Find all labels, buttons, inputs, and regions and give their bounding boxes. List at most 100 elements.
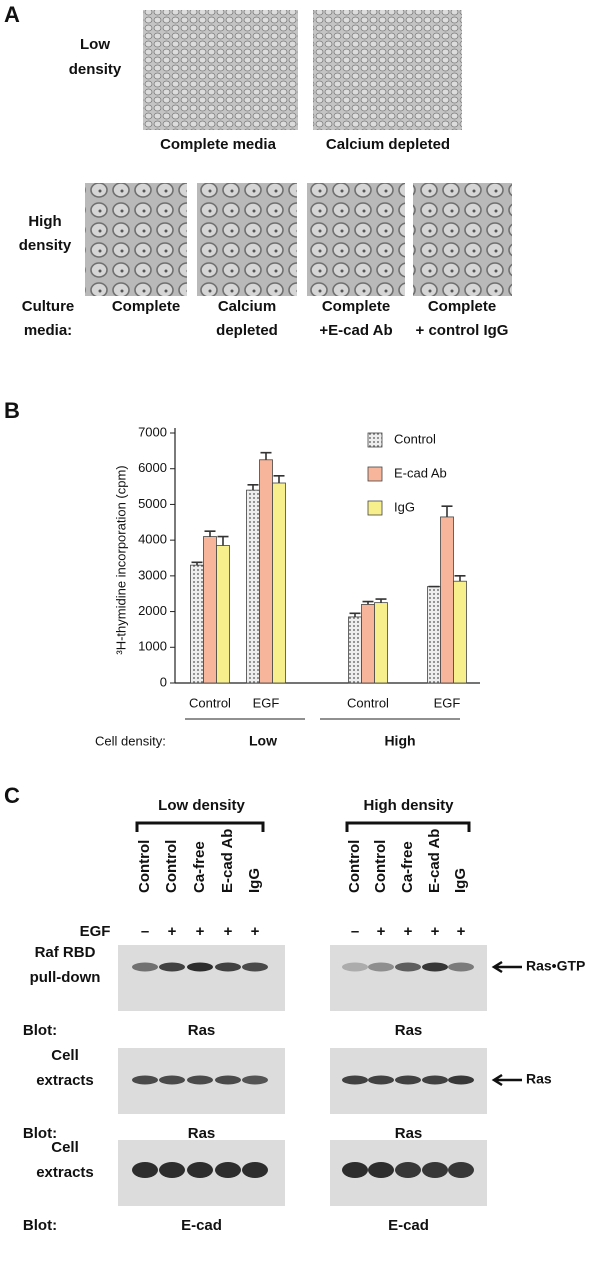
bar (427, 586, 441, 684)
error-bar (441, 505, 453, 517)
treatment-sign: + (196, 923, 205, 940)
band (368, 962, 394, 972)
blot-antibody: Ras (188, 1022, 216, 1039)
treatment-label: EGF (80, 923, 111, 940)
panel-label: C (4, 783, 20, 808)
bar (259, 459, 273, 684)
band (395, 1075, 421, 1085)
lane-label: Ca-free (399, 841, 416, 893)
row-label: media: (24, 322, 72, 339)
band (422, 1075, 448, 1085)
column-header: High density (363, 797, 454, 814)
y-tick-label: 4000 (138, 532, 167, 547)
band (342, 1075, 368, 1085)
band (187, 962, 213, 972)
x-tick-label: Control (347, 695, 389, 710)
caption: Complete (112, 298, 180, 315)
micrograph (307, 183, 405, 296)
blot-label: Blot: (23, 1022, 57, 1039)
arrow (491, 1073, 522, 1087)
legend-swatch (367, 432, 383, 448)
band (395, 1162, 421, 1178)
micrograph (197, 183, 297, 296)
row-label: Raf RBD (35, 944, 96, 961)
y-tick-label: 7000 (138, 424, 167, 439)
x-tick-label: EGF (253, 695, 280, 710)
row-label: Culture (22, 298, 75, 315)
legend-swatch (367, 500, 383, 516)
lane-label: IgG (246, 868, 263, 893)
blot-antibody: Ras (395, 1022, 423, 1039)
error-bar (349, 612, 361, 617)
row-label: extracts (36, 1164, 94, 1181)
band (215, 962, 241, 972)
y-tick-label: 3000 (138, 567, 167, 582)
y-tick-label: 0 (160, 674, 167, 689)
band (448, 1075, 474, 1085)
bar (272, 482, 286, 684)
y-tick-label: 1000 (138, 639, 167, 654)
band (132, 962, 158, 972)
blot-antibody: E-cad (388, 1217, 429, 1234)
bracket (345, 821, 471, 832)
band (422, 962, 448, 972)
micrograph (413, 183, 512, 296)
blot-antibody: Ras (395, 1125, 423, 1142)
group-title: Cell density: (95, 733, 166, 748)
error-bar (191, 561, 203, 566)
x-tick-label: Control (189, 695, 231, 710)
blot-antibody: E-cad (181, 1217, 222, 1234)
blot-label: Blot: (23, 1217, 57, 1234)
error-bar (217, 535, 229, 546)
bar (216, 545, 230, 684)
bar (361, 604, 375, 684)
y-tick-label: 5000 (138, 496, 167, 511)
band (342, 962, 368, 972)
band (159, 1162, 185, 1178)
caption: depleted (216, 322, 278, 339)
treatment-sign: + (251, 923, 260, 940)
caption: Complete (322, 298, 390, 315)
band (187, 1075, 213, 1085)
legend-label: E-cad Ab (394, 465, 447, 480)
band (215, 1075, 241, 1085)
bar (453, 580, 467, 684)
row-label: density (69, 61, 122, 78)
row-label: density (19, 237, 72, 254)
lane-label: Ca-free (191, 841, 208, 893)
treatment-sign: + (457, 923, 466, 940)
band (422, 1162, 448, 1178)
y-axis-label: ³H-thymidine incorporation (cpm) (113, 465, 128, 654)
band (132, 1075, 158, 1085)
blot (330, 945, 487, 1011)
caption: Complete (428, 298, 496, 315)
treatment-sign: – (351, 923, 359, 940)
lane-label: Control (346, 840, 363, 893)
error-bar (247, 483, 259, 491)
legend-swatch (367, 466, 383, 482)
legend-label: Control (394, 431, 436, 446)
treatment-sign: + (168, 923, 177, 940)
band (215, 1162, 241, 1178)
column-header: Low density (158, 797, 245, 814)
band (242, 1075, 268, 1085)
band (448, 1162, 474, 1178)
lane-label: Control (163, 840, 180, 893)
row-label: extracts (36, 1072, 94, 1089)
panel-label: A (4, 2, 20, 27)
treatment-sign: + (224, 923, 233, 940)
row-label: High (28, 213, 61, 230)
row-label: pull-down (30, 969, 101, 986)
lane-label: E-cad Ab (426, 829, 443, 893)
arrow (491, 960, 522, 974)
band (159, 962, 185, 972)
band (242, 962, 268, 972)
bar (374, 602, 388, 684)
y-tick-label: 2000 (138, 603, 167, 618)
row-label: Low (80, 36, 110, 53)
row-label: Cell (51, 1047, 79, 1064)
blot-antibody: Ras (188, 1125, 216, 1142)
panel-label: B (4, 398, 20, 423)
micrograph (313, 10, 462, 130)
lane-label: Control (136, 840, 153, 893)
